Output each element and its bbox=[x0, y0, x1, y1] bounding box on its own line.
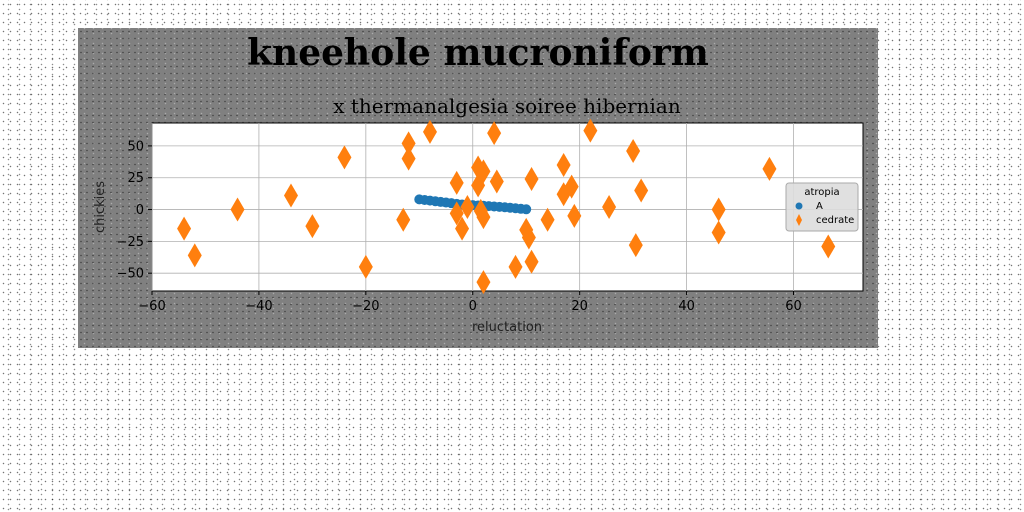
axis-ticks: −60 −40 −20 0 20 40 60 −50 −25 0 25 50 bbox=[117, 139, 802, 314]
point-cedrate bbox=[524, 249, 539, 274]
x-tick-label: 40 bbox=[678, 299, 695, 314]
series-layer bbox=[177, 118, 836, 295]
legend: atropia A cedrate bbox=[785, 182, 859, 232]
point-cedrate bbox=[476, 270, 491, 295]
point-cedrate bbox=[337, 145, 352, 170]
legend-label-a: A bbox=[816, 201, 823, 212]
point-cedrate bbox=[401, 131, 416, 156]
figure: kneehole mucroniform x thermanalgesia so… bbox=[78, 28, 878, 348]
point-cedrate bbox=[283, 183, 298, 208]
legend-marker-cedrate bbox=[796, 214, 802, 226]
point-cedrate bbox=[460, 195, 475, 219]
x-tick-label: 0 bbox=[469, 299, 477, 314]
point-cedrate bbox=[626, 139, 641, 163]
point-cedrate bbox=[476, 159, 491, 184]
point-cedrate bbox=[524, 167, 539, 191]
point-cedrate bbox=[455, 216, 470, 241]
y-tick-label: −50 bbox=[117, 267, 144, 282]
chart-subtitle: x thermanalgesia soiree hibernian bbox=[333, 94, 681, 118]
point-cedrate bbox=[821, 234, 836, 259]
x-tick-label: −60 bbox=[138, 299, 165, 314]
point-cedrate bbox=[711, 220, 726, 245]
point-cedrate bbox=[487, 121, 502, 146]
y-axis-label: chickies bbox=[93, 181, 108, 233]
y-tick-label: 0 bbox=[136, 203, 144, 218]
point-cedrate bbox=[521, 225, 536, 250]
legend-marker-a bbox=[795, 202, 803, 210]
point-cedrate bbox=[540, 207, 555, 232]
point-cedrate bbox=[556, 153, 571, 177]
y-tick-label: 50 bbox=[127, 139, 144, 154]
legend-box bbox=[785, 182, 859, 232]
chart-title: kneehole mucroniform bbox=[247, 32, 709, 74]
y-tick-label: 25 bbox=[127, 171, 144, 186]
x-tick-label: 60 bbox=[785, 299, 802, 314]
legend-title: atropia bbox=[804, 187, 839, 198]
point-cedrate bbox=[564, 174, 579, 199]
point-cedrate bbox=[602, 195, 617, 219]
point-cedrate bbox=[230, 197, 245, 222]
point-cedrate bbox=[187, 243, 202, 268]
point-cedrate bbox=[396, 207, 411, 232]
scatter-chart: kneehole mucroniform x thermanalgesia so… bbox=[93, 32, 864, 335]
point-cedrate bbox=[422, 119, 437, 144]
x-tick-label: 20 bbox=[571, 299, 588, 314]
point-a bbox=[521, 204, 532, 215]
point-cedrate bbox=[449, 201, 464, 226]
point-cedrate bbox=[711, 197, 726, 222]
point-cedrate bbox=[358, 254, 373, 279]
point-cedrate bbox=[628, 233, 643, 258]
point-cedrate bbox=[583, 118, 598, 143]
legend-label-cedrate: cedrate bbox=[816, 215, 854, 226]
point-cedrate bbox=[401, 146, 416, 171]
point-cedrate bbox=[449, 170, 464, 195]
point-cedrate bbox=[519, 217, 534, 242]
x-tick-label: −40 bbox=[245, 299, 272, 314]
point-cedrate bbox=[476, 205, 491, 230]
x-tick-label: −20 bbox=[352, 299, 379, 314]
point-cedrate bbox=[567, 203, 582, 228]
x-axis-label: reluctation bbox=[472, 320, 542, 335]
point-cedrate bbox=[489, 169, 504, 194]
point-cedrate bbox=[762, 156, 777, 181]
point-cedrate bbox=[305, 214, 320, 239]
point-cedrate bbox=[177, 216, 192, 241]
point-cedrate bbox=[508, 254, 523, 279]
point-cedrate bbox=[634, 178, 649, 203]
y-tick-label: −25 bbox=[117, 235, 144, 250]
